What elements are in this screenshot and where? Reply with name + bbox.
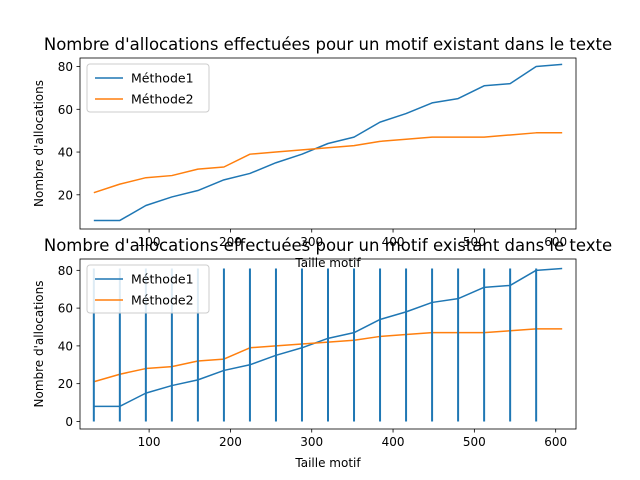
top-y-tick-label: 80 [58,60,73,74]
bottom-x-tick-label: 300 [300,435,323,449]
bottom-x-axis-label: Taille motif [294,456,361,470]
bottom-chart-title: Nombre d'allocations effectuées pour un … [44,236,612,255]
bottom-x-tick-label: 600 [544,435,567,449]
top-chart-title: Nombre d'allocations effectuées pour un … [44,35,612,54]
top-x-tick-label: 600 [544,235,567,249]
top-x-tick-label: 300 [300,235,323,249]
bottom-y-axis-label: Nombre d'allocations [32,281,46,408]
top-chart: Nombre d'allocations effectuées pour un … [32,35,612,270]
top-y-axis-label: Nombre d'allocations [32,80,46,207]
top-legend-label-2: Méthode2 [131,92,194,107]
bottom-y-tick-label: 60 [58,302,73,316]
top-legend-label-1: Méthode1 [131,71,194,86]
bottom-x-tick-label: 200 [219,435,242,449]
top-legend-box [86,63,210,113]
bottom-plot-frame [79,258,577,430]
top-x-tick-label: 400 [382,235,405,249]
bottom-legend-box [86,264,210,314]
bottom-y-tick-label: 80 [58,264,73,278]
top-legend: Méthode1 Méthode2 [86,63,210,113]
bottom-x-tick-label: 400 [382,435,405,449]
top-series-line-2 [93,132,563,194]
top-x-tick-label: 200 [219,235,242,249]
top-y-tick-label: 20 [58,188,73,202]
bottom-x-tick-label: 100 [138,435,161,449]
top-plot-frame [79,57,577,230]
bottom-legend-label-1: Méthode1 [131,272,194,287]
bottom-chart: Nombre d'allocations effectuées pour un … [32,236,612,470]
bottom-legend: Méthode1 Méthode2 [86,264,210,314]
bottom-x-tick-label: 500 [463,435,486,449]
top-x-axis-label: Taille motif [294,256,361,270]
top-x-tick-label: 500 [463,235,486,249]
top-series-line-1 [93,63,563,222]
bottom-y-tick-label: 0 [65,415,73,429]
bottom-y-tick-label: 40 [58,339,73,353]
top-y-tick-label: 40 [58,146,73,160]
bottom-y-tick-label: 20 [58,377,73,391]
top-y-tick-label: 60 [58,103,73,117]
top-x-tick-label: 100 [138,235,161,249]
bottom-legend-label-2: Méthode2 [131,293,194,308]
